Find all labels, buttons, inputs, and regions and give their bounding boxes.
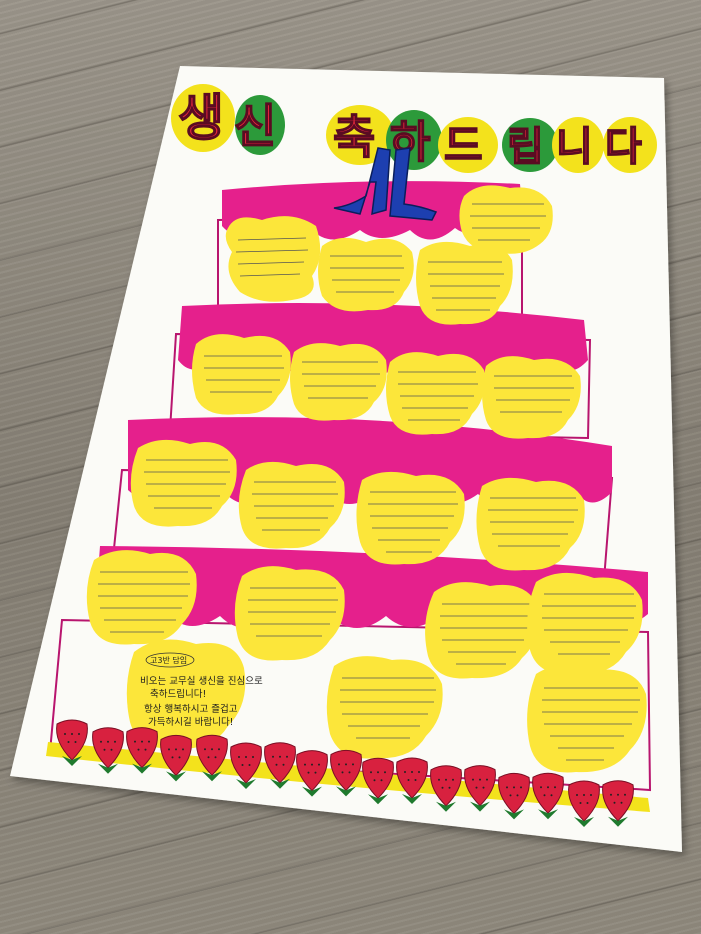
- strawberry: [230, 742, 262, 789]
- title-bubble-8: [603, 117, 657, 173]
- strawberry: [56, 719, 88, 766]
- note-12: [476, 477, 585, 571]
- note-1-line: [239, 273, 301, 277]
- strawberry-row: [56, 719, 634, 827]
- note-10: [238, 461, 345, 549]
- note-18-shape: [527, 664, 647, 773]
- title-char-3: 축: [333, 110, 375, 164]
- note-13: [86, 550, 197, 645]
- strawberry: [92, 727, 124, 774]
- title-char-1: 생: [178, 89, 224, 147]
- note-10-shape: [238, 461, 345, 549]
- note-4: [459, 185, 553, 254]
- strawberry: [568, 780, 600, 827]
- title-bubble-5: [438, 117, 498, 173]
- note-16: [527, 572, 643, 675]
- note-big-message-line-4: 가득하시길 바랍니다!: [148, 716, 234, 728]
- note-12-shape: [476, 477, 585, 571]
- strawberry: [126, 727, 158, 774]
- note-6-shape: [290, 343, 387, 421]
- note-1-line: [237, 237, 307, 241]
- strawberry: [296, 750, 328, 797]
- note-3: [416, 241, 513, 325]
- note-6: [290, 343, 387, 421]
- note-1: [225, 216, 321, 302]
- strawberry: [532, 772, 564, 820]
- title-bubble-7: [552, 117, 604, 173]
- title-bubble-2: [235, 95, 285, 155]
- note-11-shape: [356, 471, 465, 565]
- note-3-shape: [416, 241, 513, 325]
- strawberry: [602, 780, 634, 827]
- note-big-message: 고3반 담임 비오는 교무실 생신을 진심으로 축하드립니다! 항상 행복하시고…: [126, 639, 263, 749]
- title-char-6: 립: [507, 124, 544, 170]
- topper-l: [389, 147, 438, 221]
- title-bubble-1: [171, 84, 235, 152]
- note-15: [425, 582, 539, 679]
- strawberry: [362, 757, 394, 805]
- note-14-shape: [234, 566, 345, 661]
- note-16-shape: [527, 572, 643, 675]
- title-bubble-6: [502, 118, 558, 172]
- note-1-shape: [225, 216, 321, 302]
- strawberry: [396, 757, 428, 804]
- strawberry: [464, 765, 496, 812]
- note-big-message-heading-oval: [145, 652, 195, 668]
- note-9: [130, 439, 237, 527]
- note-big-message-line-2: 축하드립니다!: [150, 688, 206, 700]
- note-4-shape: [459, 185, 553, 254]
- strawberry: [330, 749, 362, 797]
- note-13-shape: [86, 550, 197, 645]
- title-char-7: 니: [556, 124, 593, 170]
- topper-a: [333, 147, 391, 216]
- note-5: [192, 334, 291, 415]
- note-7-shape: [386, 352, 485, 435]
- note-big-message-heading: 고3반 담임: [150, 655, 187, 665]
- strawberry: [196, 734, 228, 782]
- note-1-line: [235, 249, 309, 253]
- strawberry: [498, 772, 530, 820]
- strawberry: [264, 742, 296, 789]
- title-char-8: 다: [605, 124, 642, 170]
- note-11: [356, 471, 465, 565]
- note-big-message-line-1: 비오는 교무실 생신을 진심으로: [140, 676, 263, 687]
- note-14: [234, 566, 345, 661]
- title-char-5: 드: [444, 121, 483, 170]
- note-1-line: [237, 261, 305, 265]
- note-15-shape: [425, 582, 539, 679]
- title: 생 신 축 하 드 립 니 다: [177, 88, 642, 170]
- note-5-shape: [192, 334, 291, 415]
- note-big-message-line-3: 항상 행복하시고 즐겁고: [144, 703, 238, 715]
- note-18: [527, 664, 647, 773]
- note-8: [482, 356, 581, 439]
- note-7: [386, 352, 485, 435]
- note-big-message-shape: [126, 639, 246, 749]
- topper: AL: [333, 147, 438, 221]
- note-2: [318, 237, 414, 312]
- note-8-shape: [482, 356, 581, 439]
- note-9-shape: [130, 439, 237, 527]
- strawberry: [430, 765, 462, 812]
- note-17: [326, 656, 443, 759]
- strawberry: [160, 734, 192, 782]
- notes: 고3반 담임 비오는 교무실 생신을 진심으로 축하드립니다! 항상 행복하시고…: [86, 185, 647, 773]
- title-char-2: 신: [234, 99, 276, 153]
- note-17-shape: [326, 656, 443, 759]
